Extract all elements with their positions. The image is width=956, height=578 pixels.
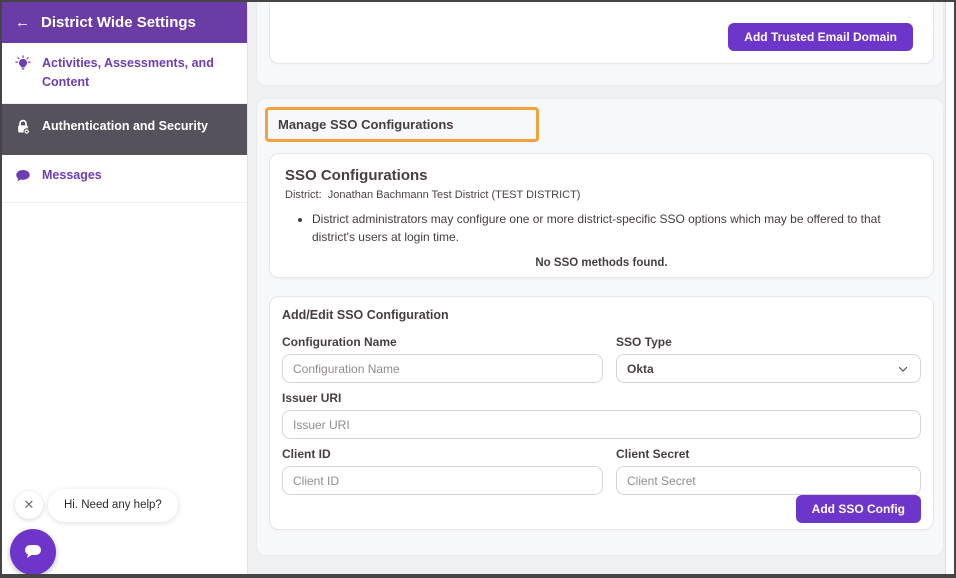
sidebar-item-label: Activities, Assessments, and Content [42,56,214,89]
no-sso-methods-message: No SSO methods found. [535,257,668,269]
manage-sso-heading-highlight: Manage SSO Configurations [265,107,539,142]
manage-sso-heading: Manage SSO Configurations [278,117,454,132]
district-label: District: [285,189,322,201]
form-actions: Add SSO Config [282,495,921,523]
chat-greeting-text: Hi. Need any help? [64,499,162,511]
main-content: Add Trusted Email Domain Manage SSO Conf… [248,2,954,574]
client-secret-input[interactable] [616,466,921,495]
district-line: District: Jonathan Bachmann Test Distric… [285,189,918,201]
sidebar-title: District Wide Settings [41,14,196,31]
configuration-name-input[interactable] [282,354,603,383]
add-sso-config-button[interactable]: Add SSO Config [795,495,921,523]
sidebar-item-messages[interactable]: Messages [2,155,247,203]
add-edit-sso-title: Add/Edit SSO Configuration [282,308,449,322]
lock-icon [14,117,32,142]
vertical-scrollbar[interactable] [945,2,954,574]
add-edit-sso-card: Add/Edit SSO Configuration Configuration… [269,296,934,530]
sso-type-select[interactable]: Okta [616,354,921,383]
add-trusted-email-domain-button[interactable]: Add Trusted Email Domain [728,23,913,51]
chevron-down-icon [896,362,910,379]
sidebar-item-label: Authentication and Security [42,118,208,133]
issuer-uri-input[interactable] [282,410,921,439]
sso-section: Manage SSO Configurations SSO Configurat… [256,98,944,556]
lightbulb-icon [14,54,32,79]
sidebar-item-authentication[interactable]: Authentication and Security [2,103,247,156]
sso-type-label: SSO Type [616,335,672,349]
sso-configurations-card: SSO Configurations District: Jonathan Ba… [269,153,934,278]
trusted-email-card: Add Trusted Email Domain [269,2,934,64]
back-arrow-icon: ← [15,14,30,31]
sso-info-bullet: District administrators may configure on… [312,210,918,246]
sidebar-back-header[interactable]: ← District Wide Settings [2,2,247,43]
sidebar: ← District Wide Settings Activities, Ass… [2,2,248,574]
chat-bubble-icon [14,166,32,191]
close-icon: ✕ [23,497,35,512]
sidebar-item-activities[interactable]: Activities, Assessments, and Content [2,43,247,104]
sso-info-list: District administrators may configure on… [285,210,918,246]
sidebar-nav: Activities, Assessments, and Content Aut… [2,43,247,203]
chat-greeting-bubble[interactable]: Hi. Need any help? [48,489,178,522]
trusted-email-section: Add Trusted Email Domain [256,2,944,86]
chat-launcher-icon [21,539,45,566]
chat-dismiss-button[interactable]: ✕ [15,491,43,519]
client-id-label: Client ID [282,447,331,461]
issuer-uri-label: Issuer URI [282,391,342,405]
district-value: Jonathan Bachmann Test District (TEST DI… [327,189,581,201]
sso-configurations-title: SSO Configurations [285,167,428,184]
sso-type-selected-value: Okta [627,361,654,376]
sso-form: Configuration Name SSO Type Okta Issuer … [282,335,921,495]
configuration-name-label: Configuration Name [282,335,397,349]
client-id-input[interactable] [282,466,603,495]
client-secret-label: Client Secret [616,447,690,461]
chat-launcher-button[interactable] [10,529,56,574]
sidebar-item-label: Messages [42,168,102,183]
